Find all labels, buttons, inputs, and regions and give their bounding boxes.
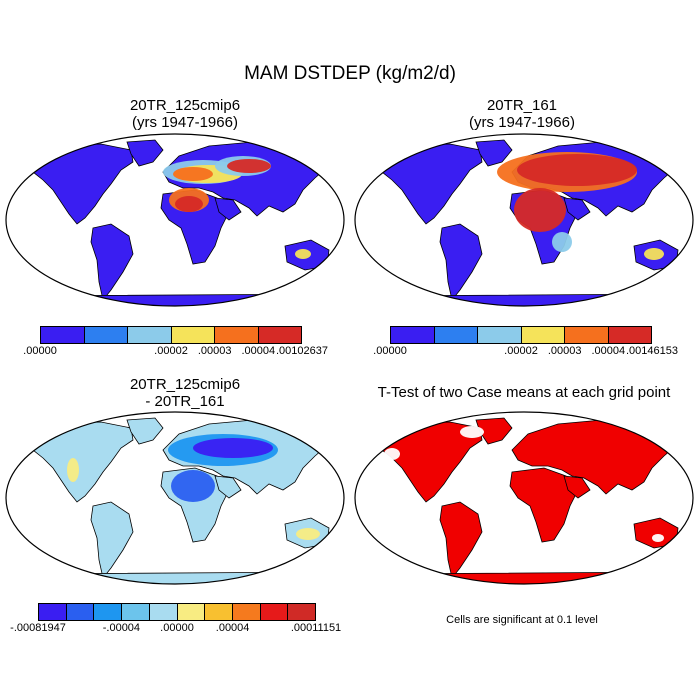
colorbar-tick-label: .00146153 bbox=[626, 345, 678, 357]
colorbar-swatch bbox=[94, 604, 123, 620]
greenland-land bbox=[126, 417, 164, 445]
dust-field-level-6 bbox=[227, 159, 271, 173]
colorbar-tick-label: -.00004 bbox=[102, 622, 141, 634]
colorbar-swatch bbox=[434, 327, 478, 343]
panel-title-bottom-right: T-Test of two Case means at each grid po… bbox=[377, 384, 671, 401]
colorbar-tick-label: -.00081947 bbox=[10, 622, 66, 634]
map-border bbox=[5, 133, 345, 307]
colorbar-swatch bbox=[149, 604, 178, 620]
colorbar-swatch bbox=[258, 327, 301, 343]
colorbar-tick-label: .00002 bbox=[504, 345, 538, 357]
colorbar-swatch bbox=[39, 604, 67, 620]
colorbar-top-right bbox=[390, 326, 652, 344]
colorbar-swatch bbox=[215, 327, 259, 343]
colorbar-swatch bbox=[391, 327, 435, 343]
colorbar-tick-label: .00004 bbox=[241, 345, 276, 357]
panel-title-line2: - 20TR_161 bbox=[145, 393, 225, 410]
figure-title: MAM DSTDEP (kg/m2/d) bbox=[244, 63, 456, 84]
north-america-land bbox=[379, 143, 483, 225]
insignificant-cells bbox=[460, 426, 484, 438]
arabia-land bbox=[214, 475, 242, 499]
colorbar-tick-label: .00003 bbox=[547, 345, 582, 357]
colorbar-tick-label: .00002 bbox=[154, 345, 188, 357]
colorbar-swatch bbox=[84, 327, 128, 343]
map-border bbox=[354, 411, 694, 585]
colorbar-tick-label: .00011151 bbox=[290, 622, 342, 634]
colorbar-swatch bbox=[232, 604, 261, 620]
map-border bbox=[354, 133, 694, 307]
greenland-land bbox=[126, 139, 164, 167]
south-america-land bbox=[439, 223, 483, 301]
panel-title-line1: 20TR_125cmip6 bbox=[129, 97, 241, 114]
map-case1-mean bbox=[5, 133, 345, 307]
panel-title-line2: (yrs 1947-1966) bbox=[132, 114, 238, 131]
colorbar-tick-label: .00102637 bbox=[276, 345, 328, 357]
colorbar-swatch bbox=[66, 604, 95, 620]
dust-field-level-5 bbox=[173, 167, 213, 181]
north-america-land bbox=[30, 143, 134, 225]
colorbar-tick-label: .00000 bbox=[160, 622, 194, 634]
colorbar-tick-label: .00004 bbox=[591, 345, 626, 357]
colorbar-swatch bbox=[128, 327, 172, 343]
north-america-land bbox=[30, 421, 134, 503]
south-america-land bbox=[439, 501, 483, 579]
panel-title-line2: (yrs 1947-1966) bbox=[469, 114, 575, 131]
colorbar-swatch bbox=[565, 327, 609, 343]
dust-field-level-3 bbox=[552, 232, 572, 252]
south-america-land bbox=[90, 501, 134, 579]
dust-field-level-6 bbox=[514, 188, 566, 232]
map-border bbox=[5, 411, 345, 585]
south-america-land bbox=[90, 223, 134, 301]
colorbar-tick-label: .00000 bbox=[373, 345, 407, 357]
panel-title-top-right: 20TR_161 (yrs 1947-1966) bbox=[357, 97, 687, 131]
map-case2-mean bbox=[354, 133, 694, 307]
map-difference bbox=[5, 411, 345, 585]
colorbar-tick-label: .00003 bbox=[197, 345, 232, 357]
colorbar-swatch bbox=[122, 604, 150, 620]
diff-field-level-6 bbox=[67, 458, 79, 482]
diff-field-level-6 bbox=[296, 528, 320, 540]
colorbar-tick-label: .00000 bbox=[23, 345, 57, 357]
dust-field-level-4 bbox=[295, 249, 311, 259]
colorbar-swatch bbox=[171, 327, 215, 343]
dust-field-level-6 bbox=[517, 154, 637, 186]
colorbar-swatch bbox=[260, 604, 289, 620]
arabia-land bbox=[214, 197, 242, 221]
significance-footnote: Cells are significant at 0.1 level bbox=[446, 614, 598, 626]
colorbar-swatch bbox=[205, 604, 233, 620]
arabia-land bbox=[563, 197, 591, 221]
colorbar-swatch bbox=[288, 604, 316, 620]
colorbar-swatch bbox=[478, 327, 522, 343]
colorbar-bottom-left bbox=[38, 603, 316, 621]
panel-title-bottom-left: 20TR_125cmip6 - 20TR_161 bbox=[20, 376, 350, 410]
panel-title-line1: 20TR_125cmip6 bbox=[129, 376, 241, 393]
panel-title-line1: 20TR_161 bbox=[486, 97, 558, 114]
greenland-land bbox=[475, 139, 513, 167]
colorbar-tick-label: .00004 bbox=[215, 622, 250, 634]
panel-title-top-left: 20TR_125cmip6 (yrs 1947-1966) bbox=[20, 97, 350, 131]
dust-field-level-4 bbox=[644, 248, 664, 260]
insignificant-cells bbox=[384, 448, 400, 460]
diff-field-level-2 bbox=[171, 470, 215, 502]
colorbar-swatch bbox=[521, 327, 565, 343]
insignificant-cells bbox=[652, 534, 664, 542]
colorbar-swatch bbox=[41, 327, 85, 343]
arabia-land bbox=[563, 475, 591, 499]
north-america-land bbox=[379, 421, 483, 503]
dust-field-level-6 bbox=[175, 196, 203, 212]
colorbar-top-left bbox=[40, 326, 302, 344]
diff-field-level-1 bbox=[193, 438, 273, 458]
colorbar-swatch bbox=[177, 604, 206, 620]
map-ttest-significance bbox=[354, 411, 694, 585]
colorbar-swatch bbox=[608, 327, 651, 343]
